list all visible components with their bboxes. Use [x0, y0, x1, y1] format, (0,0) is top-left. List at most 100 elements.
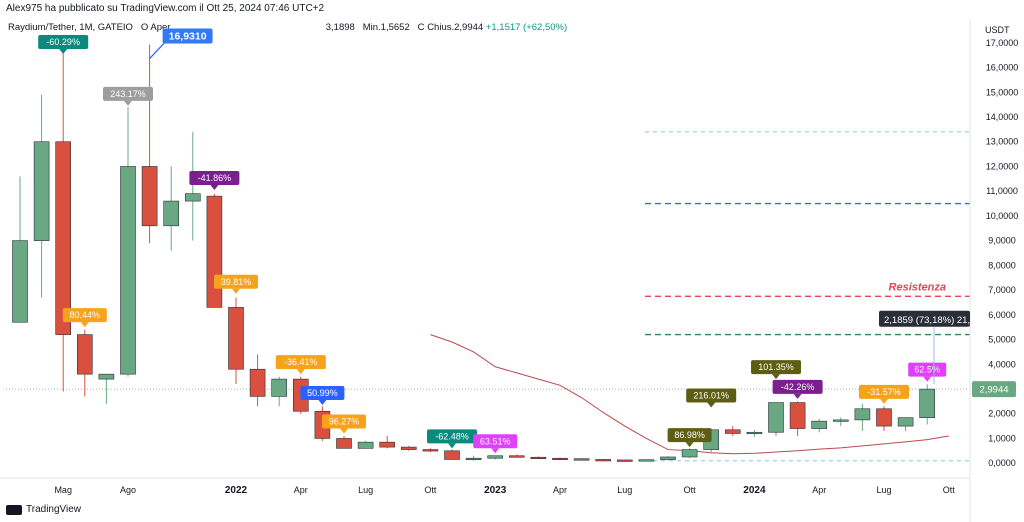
- percent-callout-box[interactable]: [473, 434, 518, 449]
- candle-body[interactable]: [660, 456, 676, 461]
- candle-body[interactable]: [876, 408, 892, 427]
- candle-body[interactable]: [897, 417, 914, 427]
- percent-callout-box[interactable]: [103, 86, 153, 101]
- symbol-name[interactable]: Raydium/Tether, 1M, GATEIO: [8, 22, 133, 33]
- candle-body[interactable]: [832, 419, 849, 422]
- x-tick-label: Lug: [617, 485, 632, 495]
- percent-callout-box[interactable]: [275, 355, 326, 370]
- percent-callout-pointer: [491, 448, 500, 454]
- y-tick-label: 1,0000: [988, 433, 1016, 443]
- candle-body[interactable]: [638, 459, 655, 462]
- percent-callout-box[interactable]: [214, 274, 258, 289]
- y-tick-label: 15,0000: [986, 87, 1019, 97]
- close-value: Chius.2,9944: [427, 22, 484, 33]
- percent-callout-box[interactable]: [38, 34, 89, 49]
- x-tick-label: Mag: [54, 485, 72, 495]
- percent-callout-pointer: [707, 402, 716, 408]
- percent-callout-box[interactable]: [62, 308, 107, 323]
- candle-body[interactable]: [616, 459, 633, 462]
- x-tick-label: 2022: [225, 485, 248, 496]
- candle-body[interactable]: [508, 455, 525, 458]
- percent-callout-label: 50.99%: [307, 388, 338, 398]
- y-tick-label: 11,0000: [986, 186, 1018, 196]
- candle-body[interactable]: [379, 441, 396, 448]
- candle-body[interactable]: [336, 438, 352, 449]
- candle-body[interactable]: [271, 378, 288, 397]
- tradingview-logo-icon: [6, 504, 22, 515]
- percent-callout-box[interactable]: [908, 362, 947, 377]
- percent-callout-box[interactable]: [859, 384, 909, 399]
- candle-body[interactable]: [77, 334, 93, 375]
- candle-body[interactable]: [595, 459, 612, 462]
- candle-body[interactable]: [444, 450, 460, 460]
- percent-callout-box[interactable]: [300, 386, 345, 401]
- candle-body[interactable]: [573, 458, 590, 461]
- candle-body[interactable]: [487, 455, 504, 459]
- percent-callout-pointer: [80, 322, 89, 328]
- percent-callout-pointer: [448, 443, 456, 449]
- candle-body[interactable]: [422, 449, 439, 452]
- percent-callout-pointer: [232, 288, 240, 294]
- percent-callout-box[interactable]: [667, 428, 712, 443]
- x-tick-label: 2023: [484, 485, 507, 496]
- percent-callout-label: 80.44%: [70, 310, 101, 320]
- candle-body[interactable]: [768, 402, 784, 433]
- percent-callout-box[interactable]: [772, 379, 823, 394]
- candle-body[interactable]: [12, 240, 28, 323]
- candle-body[interactable]: [681, 449, 698, 458]
- percent-callout-label: -31.57%: [867, 387, 901, 397]
- x-tick-label: Ott: [424, 485, 437, 495]
- high-price-box[interactable]: [162, 28, 213, 44]
- candle-body[interactable]: [249, 368, 266, 397]
- candle-body[interactable]: [141, 166, 158, 227]
- change-value: +1,1517 (+62,50%): [485, 22, 568, 33]
- y-tick-label: 2,0000: [988, 409, 1016, 419]
- close-label: C: [417, 22, 425, 33]
- candle-body[interactable]: [552, 457, 568, 461]
- open-label: O: [140, 22, 149, 33]
- candle-body[interactable]: [746, 431, 763, 435]
- high-value: 3,1898: [325, 22, 355, 33]
- percent-callout-box[interactable]: [189, 170, 240, 185]
- percent-callout-box[interactable]: [427, 429, 477, 444]
- percent-callout-label: -36.41%: [284, 357, 318, 367]
- candle-body[interactable]: [811, 420, 828, 429]
- x-tick-label: Apr: [812, 485, 826, 495]
- x-tick-label: Ott: [684, 485, 697, 495]
- candle-body[interactable]: [465, 457, 482, 461]
- percent-callout-label: 101.35%: [758, 362, 794, 372]
- candle-body[interactable]: [33, 141, 50, 241]
- percent-callout-label: 96.27%: [329, 416, 360, 426]
- percent-callout-label: 216.01%: [693, 391, 729, 401]
- percent-callout-pointer: [340, 428, 348, 434]
- candle-body[interactable]: [55, 141, 72, 335]
- percent-callout-pointer: [59, 48, 68, 54]
- candle-body[interactable]: [163, 200, 179, 227]
- percent-callout-label: -42.26%: [781, 382, 815, 392]
- candle-body[interactable]: [185, 193, 201, 202]
- y-tick-label: 5,0000: [988, 335, 1016, 345]
- measure-box[interactable]: [879, 310, 970, 327]
- y-tick-label: 14,0000: [986, 112, 1019, 122]
- candle-body[interactable]: [724, 429, 741, 434]
- percent-callout-pointer: [880, 398, 888, 404]
- candle-body[interactable]: [120, 166, 136, 375]
- candle-body[interactable]: [357, 441, 374, 449]
- candle-body[interactable]: [789, 402, 806, 429]
- percent-callout-box[interactable]: [751, 360, 801, 375]
- candle-body[interactable]: [919, 388, 936, 418]
- percent-callout-box[interactable]: [322, 414, 366, 429]
- candle-body[interactable]: [98, 373, 115, 380]
- candle-body[interactable]: [854, 408, 871, 421]
- candle-body[interactable]: [228, 307, 244, 370]
- percent-callout-pointer: [124, 100, 132, 106]
- candle-body[interactable]: [530, 456, 547, 460]
- candle-body[interactable]: [400, 446, 417, 450]
- x-tick-label: Lug: [876, 485, 891, 495]
- y-tick-label: 7,0000: [988, 285, 1016, 295]
- x-tick-label: Lug: [358, 485, 373, 495]
- percent-callout-box[interactable]: [686, 388, 737, 403]
- candle-body[interactable]: [206, 195, 223, 308]
- percent-callout-label: -41.86%: [198, 173, 232, 183]
